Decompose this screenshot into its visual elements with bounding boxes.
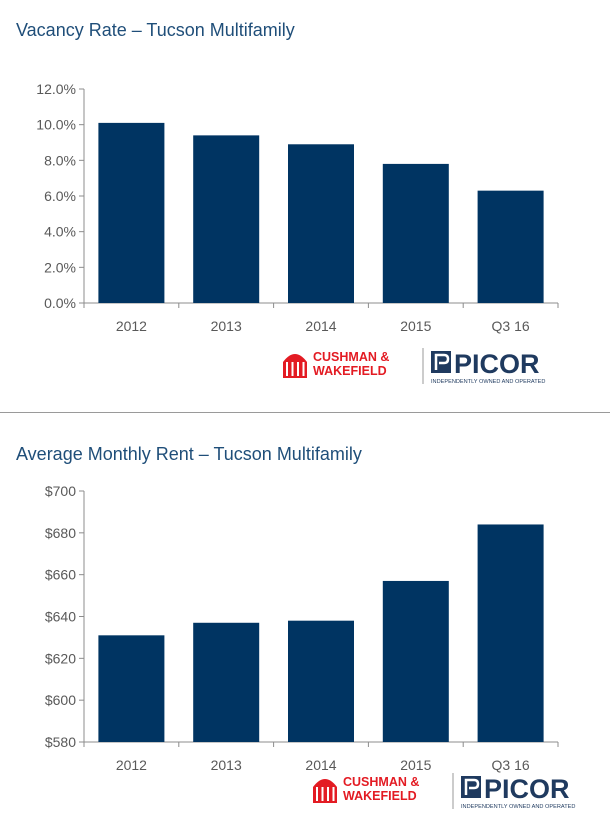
bar-2012 xyxy=(98,635,165,742)
y-tick-label: $700 xyxy=(45,483,76,499)
picor-tagline: INDEPENDENTLY OWNED AND OPERATED xyxy=(431,379,545,385)
section-divider xyxy=(0,412,610,413)
vacancy-rate-chart: 0.0% 2.0% 4.0% 6.0% 8.0% 10.0% 12.0% 2012 2013 20… xyxy=(36,81,559,385)
x-tick-label: 2012 xyxy=(116,318,147,334)
picor-wordmark: PICOR xyxy=(454,349,540,379)
y-tick-label: $620 xyxy=(45,650,76,666)
bar-2015 xyxy=(382,580,449,742)
cushman-wakefield-line1: CUSHMAN & xyxy=(313,350,389,364)
x-tick-label: Q3 16 xyxy=(492,757,530,773)
chart-title-vacancy: Vacancy Rate – Tucson Multifamily xyxy=(16,20,295,40)
bar-q3-16 xyxy=(477,524,544,742)
bar-2013 xyxy=(193,622,260,742)
y-tick-label: $660 xyxy=(45,567,76,583)
bar-q3-16 xyxy=(477,190,544,303)
chart-title-rent: Average Monthly Rent – Tucson Multifamil… xyxy=(16,444,362,464)
y-tick-label: $600 xyxy=(45,692,76,708)
x-tick-label: 2014 xyxy=(305,318,336,334)
y-tick-label: $640 xyxy=(45,609,76,625)
x-tick-label: Q3 16 xyxy=(492,318,530,334)
x-tick-label: 2013 xyxy=(211,318,242,334)
picor-emblem-icon xyxy=(461,776,481,798)
x-tick-label: 2014 xyxy=(305,757,336,773)
cushman-wakefield-line2: WAKEFIELD xyxy=(343,789,417,803)
y-tick-label: 8.0% xyxy=(44,152,76,168)
picor-tagline: INDEPENDENTLY OWNED AND OPERATED xyxy=(461,804,575,810)
y-tick-label: $680 xyxy=(45,525,76,541)
picor-wordmark: PICOR xyxy=(484,774,570,804)
x-tick-label: 2015 xyxy=(400,757,431,773)
y-tick-label: 4.0% xyxy=(44,224,76,240)
bar-2013 xyxy=(193,135,260,303)
cushman-wakefield-emblem-icon xyxy=(283,354,307,378)
cushman-wakefield-emblem-icon xyxy=(313,779,337,803)
bar-2014 xyxy=(288,620,354,742)
cushman-wakefield-line1: CUSHMAN & xyxy=(343,775,419,789)
y-tick-label: 6.0% xyxy=(44,188,76,204)
bar-2015 xyxy=(382,163,449,303)
x-tick-label: 2012 xyxy=(116,757,147,773)
y-tick-label: 10.0% xyxy=(36,117,76,133)
cushman-wakefield-line2: WAKEFIELD xyxy=(313,364,387,378)
y-tick-label: 12.0% xyxy=(36,81,76,97)
bar-2012 xyxy=(98,122,165,303)
picor-emblem-icon xyxy=(431,351,451,373)
y-tick-label: $580 xyxy=(45,734,76,750)
y-tick-label: 2.0% xyxy=(44,259,76,275)
y-tick-label: 0.0% xyxy=(44,295,76,311)
x-tick-label: 2013 xyxy=(211,757,242,773)
x-tick-label: 2015 xyxy=(400,318,431,334)
bar-2014 xyxy=(288,144,354,303)
